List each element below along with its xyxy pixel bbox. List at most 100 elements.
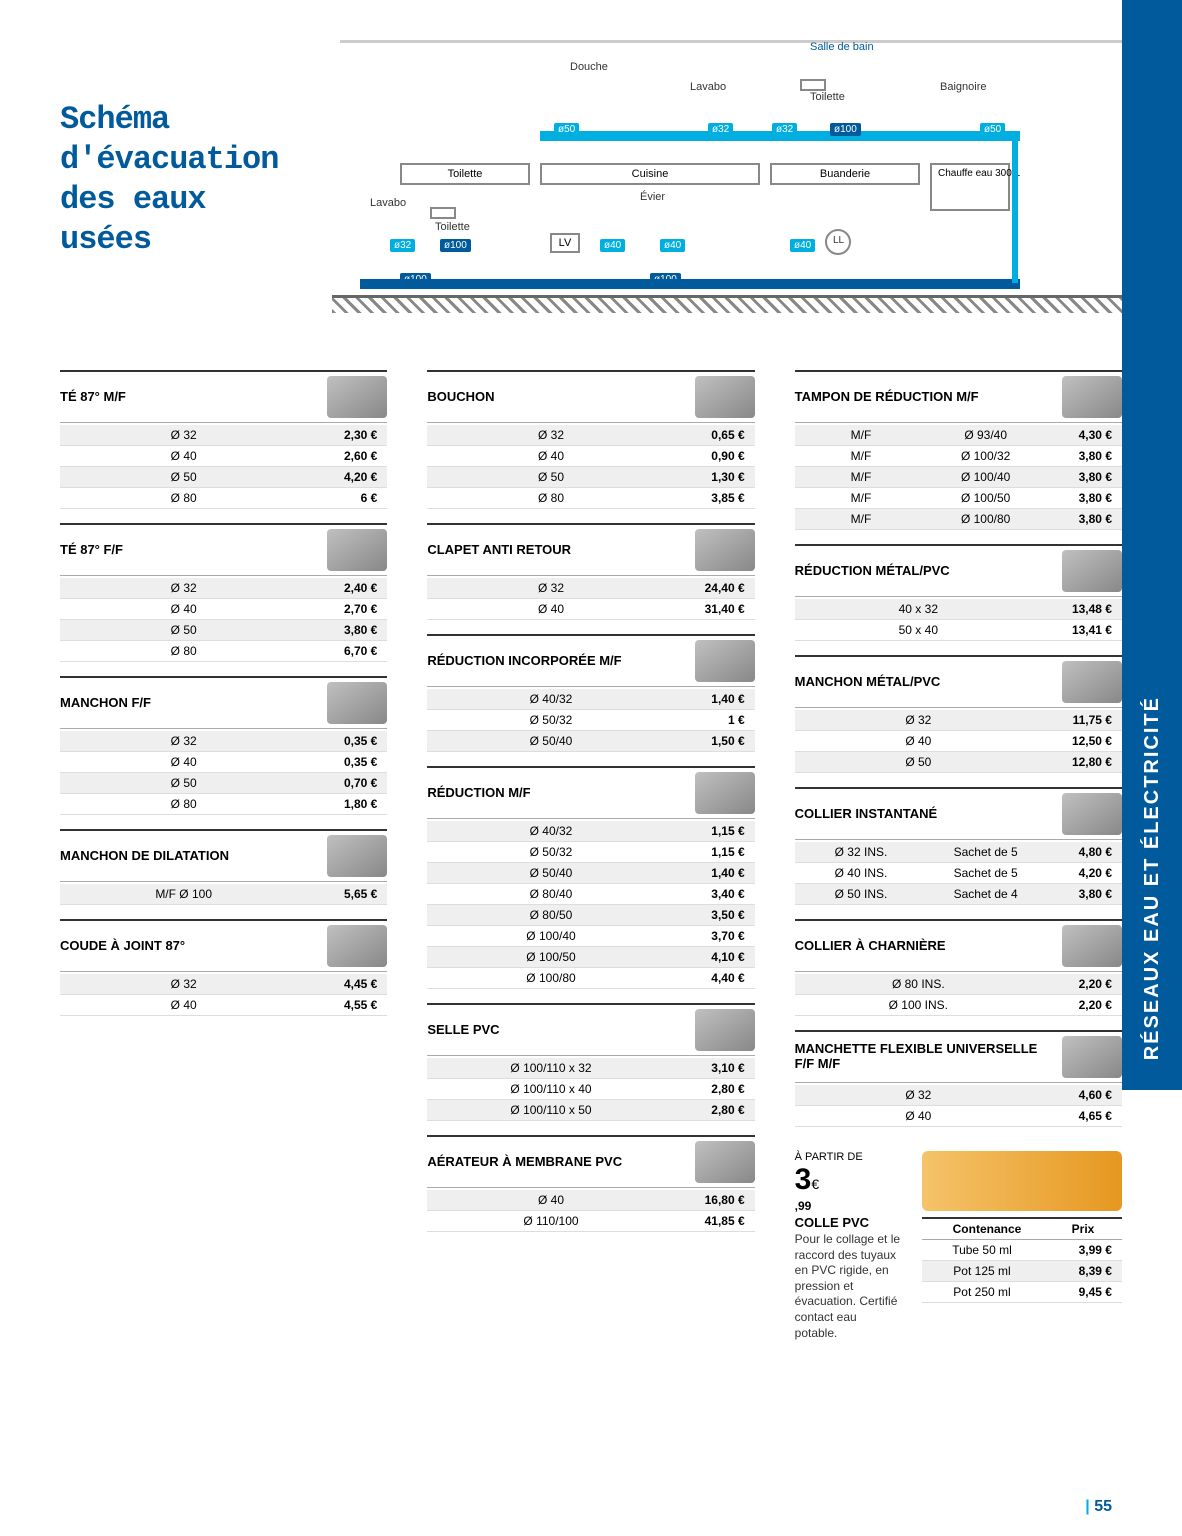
cell-a: M/F	[799, 512, 924, 526]
cell-price: 4,10 €	[671, 950, 751, 964]
table-row: 40 x 3213,48 €	[795, 599, 1122, 620]
section-title: COUDE À JOINT 87°	[60, 939, 185, 954]
cell-a: Ø 40	[64, 998, 303, 1012]
product-thumbnail	[695, 640, 755, 682]
dia-label: Lavabo	[370, 197, 406, 209]
table-row: Ø 402,60 €	[60, 446, 387, 467]
cell-price: 6 €	[303, 491, 383, 505]
section-aerateur: AÉRATEUR À MEMBRANE PVCØ 4016,80 €Ø 110/…	[427, 1135, 754, 1232]
table-row: Ø 100/110 x 323,10 €	[427, 1058, 754, 1079]
section-title: CLAPET ANTI RETOUR	[427, 543, 571, 558]
cell-b: Sachet de 4	[923, 887, 1048, 901]
table-row: Tube 50 ml3,99 €	[922, 1240, 1122, 1261]
cell-price: 0,35 €	[303, 755, 383, 769]
evacuation-diagram: Salle de bain Douche Lavabo Toilette Bai…	[340, 40, 1122, 340]
product-thumbnail	[1062, 376, 1122, 418]
table-row: Ø 100/110 x 502,80 €	[427, 1100, 754, 1121]
cell-a: Ø 100/110 x 40	[431, 1082, 670, 1096]
price-unit: €	[811, 1176, 819, 1192]
cell-a: Ø 32	[64, 734, 303, 748]
table-row: Ø 503,80 €	[60, 620, 387, 641]
product-thumbnail	[695, 529, 755, 571]
section-title: TÉ 87° M/F	[60, 390, 126, 405]
section-title: AÉRATEUR À MEMBRANE PVC	[427, 1155, 622, 1170]
room-box: Cuisine	[540, 163, 760, 185]
appliance-label: LL	[833, 235, 844, 246]
cell-price: 0,90 €	[671, 449, 751, 463]
column-3: TAMPON DE RÉDUCTION M/FM/FØ 93/404,30 €M…	[795, 370, 1122, 1341]
product-thumbnail	[1062, 550, 1122, 592]
table-row: Ø 806,70 €	[60, 641, 387, 662]
dia-label: Toilette	[810, 91, 845, 103]
cell-price: 12,50 €	[1038, 734, 1118, 748]
cell-a: Ø 40	[431, 602, 670, 616]
cell-price: 1,80 €	[303, 797, 383, 811]
cell-a: Ø 40	[799, 734, 1038, 748]
cell-a: Ø 50	[64, 776, 303, 790]
cell-price: 1,30 €	[671, 470, 751, 484]
cell-b: Ø 93/40	[923, 428, 1048, 442]
section-title: RÉDUCTION MÉTAL/PVC	[795, 564, 950, 579]
cell-a: Ø 80/50	[431, 908, 670, 922]
section-tampon: TAMPON DE RÉDUCTION M/FM/FØ 93/404,30 €M…	[795, 370, 1122, 530]
section-title: RÉDUCTION M/F	[427, 786, 530, 801]
cell-price: 6,70 €	[303, 644, 383, 658]
page: Schéma d'évacuation des eaux usées Salle…	[0, 0, 1182, 1536]
page-number: | 55	[1085, 1498, 1112, 1516]
product-thumbnail	[327, 529, 387, 571]
section-bouchon: BOUCHONØ 320,65 €Ø 400,90 €Ø 501,30 €Ø 8…	[427, 370, 754, 509]
ground-hatch	[332, 295, 1122, 313]
cell-a: Tube 50 ml	[926, 1243, 1038, 1257]
table-row: 50 x 4013,41 €	[795, 620, 1122, 641]
port-label: ø32	[390, 239, 415, 252]
cell-a: Ø 50	[799, 755, 1038, 769]
section-reduc_mf: RÉDUCTION M/FØ 40/321,15 €Ø 50/321,15 €Ø…	[427, 766, 754, 989]
table-row: Pot 125 ml8,39 €	[922, 1261, 1122, 1282]
section-title: TAMPON DE RÉDUCTION M/F	[795, 390, 979, 405]
section-reduc_inc: RÉDUCTION INCORPORÉE M/FØ 40/321,40 €Ø 5…	[427, 634, 754, 752]
cell-a: Ø 40	[64, 449, 303, 463]
dia-label: Toilette	[435, 221, 470, 233]
cell-a: Ø 32	[64, 581, 303, 595]
cell-a: Ø 32	[431, 428, 670, 442]
table-row: Ø 322,30 €	[60, 425, 387, 446]
cell-a: Ø 50	[64, 470, 303, 484]
section-clapet: CLAPET ANTI RETOURØ 3224,40 €Ø 4031,40 €	[427, 523, 754, 620]
cell-a: Ø 100/110 x 50	[431, 1103, 670, 1117]
table-row: Ø 320,35 €	[60, 731, 387, 752]
cell-price: 2,30 €	[303, 428, 383, 442]
table-row: Ø 50/401,40 €	[427, 863, 754, 884]
section-header: COUDE À JOINT 87°	[60, 919, 387, 972]
cell-price: 11,75 €	[1038, 713, 1118, 727]
cell-price: 3,80 €	[1048, 470, 1118, 484]
cell-a: M/F	[799, 449, 924, 463]
cell-price: 4,65 €	[1038, 1109, 1118, 1123]
product-thumbnail	[695, 1009, 755, 1051]
cell-price: 3,40 €	[671, 887, 751, 901]
cell-b: Ø 100/50	[923, 491, 1048, 505]
price-int: 3	[795, 1163, 812, 1196]
cell-a: Ø 50/32	[431, 713, 670, 727]
cell-a: Ø 100/50	[431, 950, 670, 964]
table-row: Ø 3224,40 €	[427, 578, 754, 599]
cell-price: 2,80 €	[671, 1103, 751, 1117]
cell-a: Ø 100 INS.	[799, 998, 1038, 1012]
port-label: ø32	[772, 123, 797, 136]
product-thumbnail	[1062, 793, 1122, 835]
table-row: M/FØ 100/323,80 €	[795, 446, 1122, 467]
cell-a: Ø 32	[64, 428, 303, 442]
section-header: BOUCHON	[427, 370, 754, 423]
product-thumbnail	[1062, 1036, 1122, 1078]
section-header: SELLE PVC	[427, 1003, 754, 1056]
section-title: TÉ 87° F/F	[60, 543, 123, 558]
cell-b: Sachet de 5	[923, 866, 1048, 880]
section-header: COLLIER À CHARNIÈRE	[795, 919, 1122, 972]
appliance-box: LV	[550, 233, 580, 253]
cell-a: M/F Ø 100	[64, 887, 303, 901]
cell-a: Ø 32	[64, 977, 303, 991]
port-label: ø40	[600, 239, 625, 252]
table-row: Pot 250 ml9,45 €	[922, 1282, 1122, 1303]
table-row: Ø 32 INS.Sachet de 54,80 €	[795, 842, 1122, 863]
cell-price: 3,80 €	[1048, 512, 1118, 526]
cell-price: 3,99 €	[1038, 1243, 1118, 1257]
